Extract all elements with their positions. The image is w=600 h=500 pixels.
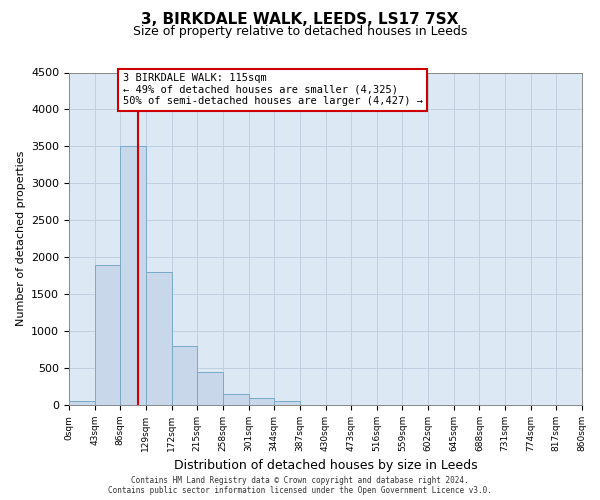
Text: Contains HM Land Registry data © Crown copyright and database right 2024.
Contai: Contains HM Land Registry data © Crown c… <box>108 476 492 495</box>
Bar <box>146 272 172 405</box>
Text: Size of property relative to detached houses in Leeds: Size of property relative to detached ho… <box>133 25 467 38</box>
Bar <box>69 402 95 405</box>
Bar <box>274 400 300 405</box>
Y-axis label: Number of detached properties: Number of detached properties <box>16 151 26 326</box>
Bar <box>95 264 121 405</box>
Text: 3 BIRKDALE WALK: 115sqm
← 49% of detached houses are smaller (4,325)
50% of semi: 3 BIRKDALE WALK: 115sqm ← 49% of detache… <box>122 73 422 106</box>
Bar <box>172 346 197 405</box>
X-axis label: Distribution of detached houses by size in Leeds: Distribution of detached houses by size … <box>173 460 478 472</box>
Text: 3, BIRKDALE WALK, LEEDS, LS17 7SX: 3, BIRKDALE WALK, LEEDS, LS17 7SX <box>142 12 458 28</box>
Bar <box>197 372 223 405</box>
Bar <box>248 398 274 405</box>
Bar <box>223 394 248 405</box>
Bar <box>121 146 146 405</box>
